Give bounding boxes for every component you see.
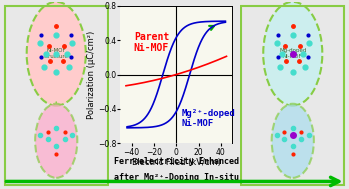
Text: after Mg²⁺-Doping In-situ: after Mg²⁺-Doping In-situ bbox=[114, 173, 239, 182]
Y-axis label: Polarization (μC/cm²): Polarization (μC/cm²) bbox=[87, 30, 96, 119]
Text: Mg-doped
Ni-MOF: Mg-doped Ni-MOF bbox=[279, 48, 306, 59]
X-axis label: Electric Filed (kV/cm): Electric Filed (kV/cm) bbox=[132, 158, 221, 167]
Circle shape bbox=[272, 104, 314, 178]
Text: Ni-MOF
structure: Ni-MOF structure bbox=[44, 48, 69, 59]
Text: Ni-MOF: Ni-MOF bbox=[134, 43, 169, 53]
Text: Ferroelectricity Enhanced: Ferroelectricity Enhanced bbox=[114, 157, 239, 166]
Text: Mg²⁺-doped: Mg²⁺-doped bbox=[182, 109, 236, 118]
Text: Parent: Parent bbox=[134, 32, 169, 42]
Circle shape bbox=[35, 104, 77, 178]
Circle shape bbox=[263, 2, 322, 106]
Circle shape bbox=[27, 2, 86, 106]
Text: Ni-MOF: Ni-MOF bbox=[182, 119, 214, 128]
